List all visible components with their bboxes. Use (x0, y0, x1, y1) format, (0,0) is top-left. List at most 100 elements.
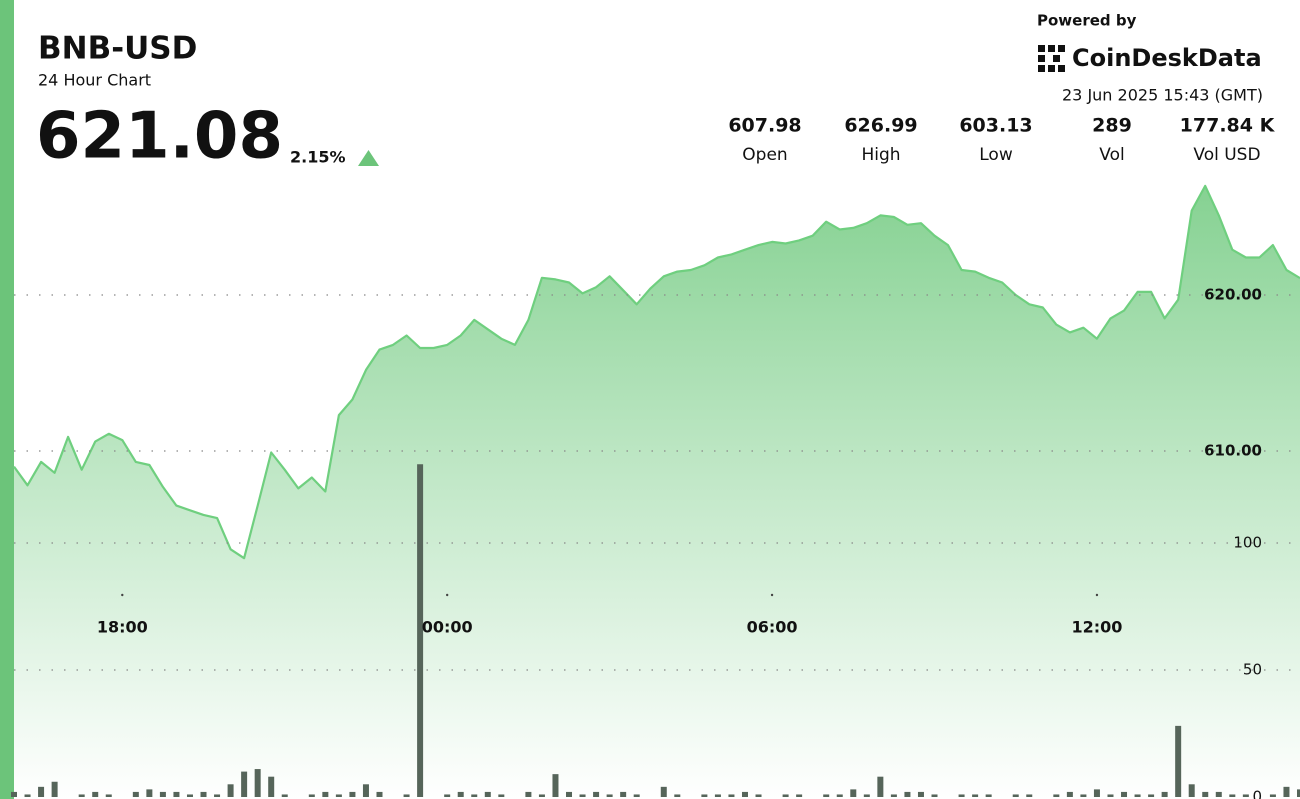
timestamp: 23 Jun 2025 15:43 (GMT) (1062, 86, 1263, 105)
volume-bar (606, 794, 613, 797)
volume-bar (146, 789, 153, 797)
title: BNB-USD (38, 31, 197, 67)
stat-name: High (861, 145, 900, 165)
volume-bar (1121, 791, 1128, 797)
stat-figure: 607.98 (728, 115, 801, 137)
volume-bar (1161, 791, 1168, 797)
volume-bar (660, 786, 667, 797)
volume-bar (552, 774, 559, 797)
volume-bar (1093, 789, 1100, 797)
volume-bar (92, 791, 99, 797)
volume-bar (376, 791, 383, 797)
volume-bar (484, 791, 491, 797)
volume-bar (349, 791, 356, 797)
y2-tick-label: 100 (1233, 533, 1262, 551)
volume-bar (782, 794, 789, 797)
x-tick-mark (445, 593, 449, 597)
volume-bar (444, 794, 451, 797)
volume-bar (362, 784, 369, 797)
volume-bar (51, 781, 58, 797)
volume-bar (322, 791, 329, 797)
stat-name: Open (742, 145, 787, 165)
volume-bar (972, 794, 979, 797)
x-tick-label: 00:00 (422, 618, 473, 637)
volume-bar (890, 794, 897, 797)
volume-bar (728, 794, 735, 797)
stat-figure: 177.84 K (1180, 115, 1276, 137)
volume-bar (877, 776, 884, 797)
volume-bar (11, 791, 17, 797)
x-tick-label: 18:00 (97, 618, 148, 637)
stat-figure: 289 (1092, 115, 1132, 137)
volume-bar (1107, 794, 1114, 797)
volume-bar (417, 464, 424, 797)
x-tick-mark (121, 593, 124, 597)
volume-bar (1080, 794, 1087, 797)
volume-bar (1242, 794, 1249, 797)
volume-bar (1134, 794, 1141, 797)
volume-bar (78, 794, 85, 797)
volume-bar (24, 794, 31, 797)
volume-bar (714, 794, 721, 797)
volume-bar (186, 794, 193, 797)
volume-bar (633, 794, 640, 797)
volume-bar (1148, 794, 1155, 797)
volume-bar (620, 791, 627, 797)
volume-bar (823, 794, 830, 797)
up-arrow (358, 150, 379, 166)
volume-bar (741, 791, 748, 797)
volume-bar (985, 794, 992, 797)
volume-bar (796, 794, 803, 797)
volume-bar (1297, 789, 1300, 797)
volume-bar (1188, 784, 1195, 797)
volume-bar (904, 791, 911, 797)
volume-bar (593, 791, 600, 797)
plot-area: 610.00 620.00 0 50 100 18:00 00:00 06:00 12:00 (11, 184, 1300, 799)
volume-bar (958, 794, 965, 797)
volume-bar (105, 794, 112, 797)
volume-bar (1012, 794, 1019, 797)
volume-bar (701, 794, 708, 797)
volume-bar (281, 794, 288, 797)
volume-bar (1026, 794, 1033, 797)
volume-bar (863, 794, 870, 797)
volume-bar (268, 776, 275, 797)
powered-by: Powered by (1037, 12, 1137, 30)
x-tick-label: 06:00 (747, 618, 798, 637)
x-tick-label: 12:00 (1071, 618, 1122, 637)
volume-bar (525, 791, 532, 797)
volume-bar (566, 791, 573, 797)
volume-bar (1215, 791, 1222, 797)
volume-bar (471, 794, 478, 797)
volume-bar (1175, 725, 1182, 797)
volume-bar (1283, 786, 1290, 797)
stat-name: Low (979, 145, 1013, 165)
volume-bar (214, 794, 221, 797)
volume-bar (227, 784, 234, 797)
y-tick-label: 610.00 (1204, 441, 1262, 459)
volume-bar (579, 794, 586, 797)
stats: 607.98 Open 626.99 High 603.13 Low 289 Vol 177.8… (728, 115, 1275, 166)
volume-bar (674, 794, 681, 797)
volume-bar (403, 794, 410, 797)
volume-bar (38, 786, 45, 797)
volume-bar (159, 791, 166, 797)
x-tick-mark (770, 593, 774, 597)
y-tick-label: 620.00 (1204, 285, 1262, 303)
volume-bar (755, 794, 762, 797)
subtitle: 24 Hour Chart (38, 71, 151, 90)
change: 2.15% (290, 148, 346, 167)
brand: CoinDeskData (1072, 44, 1262, 72)
volume-bar (173, 791, 180, 797)
volume-bar (132, 791, 139, 797)
volume-bar (931, 794, 938, 797)
volume-bar (1229, 794, 1236, 797)
price: 621.08 (36, 100, 283, 174)
volume-bar (1202, 791, 1209, 797)
stat-name: Vol USD (1193, 145, 1260, 165)
stat-figure: 626.99 (844, 115, 917, 137)
stat-name: Vol (1099, 145, 1124, 165)
stat-figure: 603.13 (959, 115, 1032, 137)
volume-bar (457, 791, 464, 797)
